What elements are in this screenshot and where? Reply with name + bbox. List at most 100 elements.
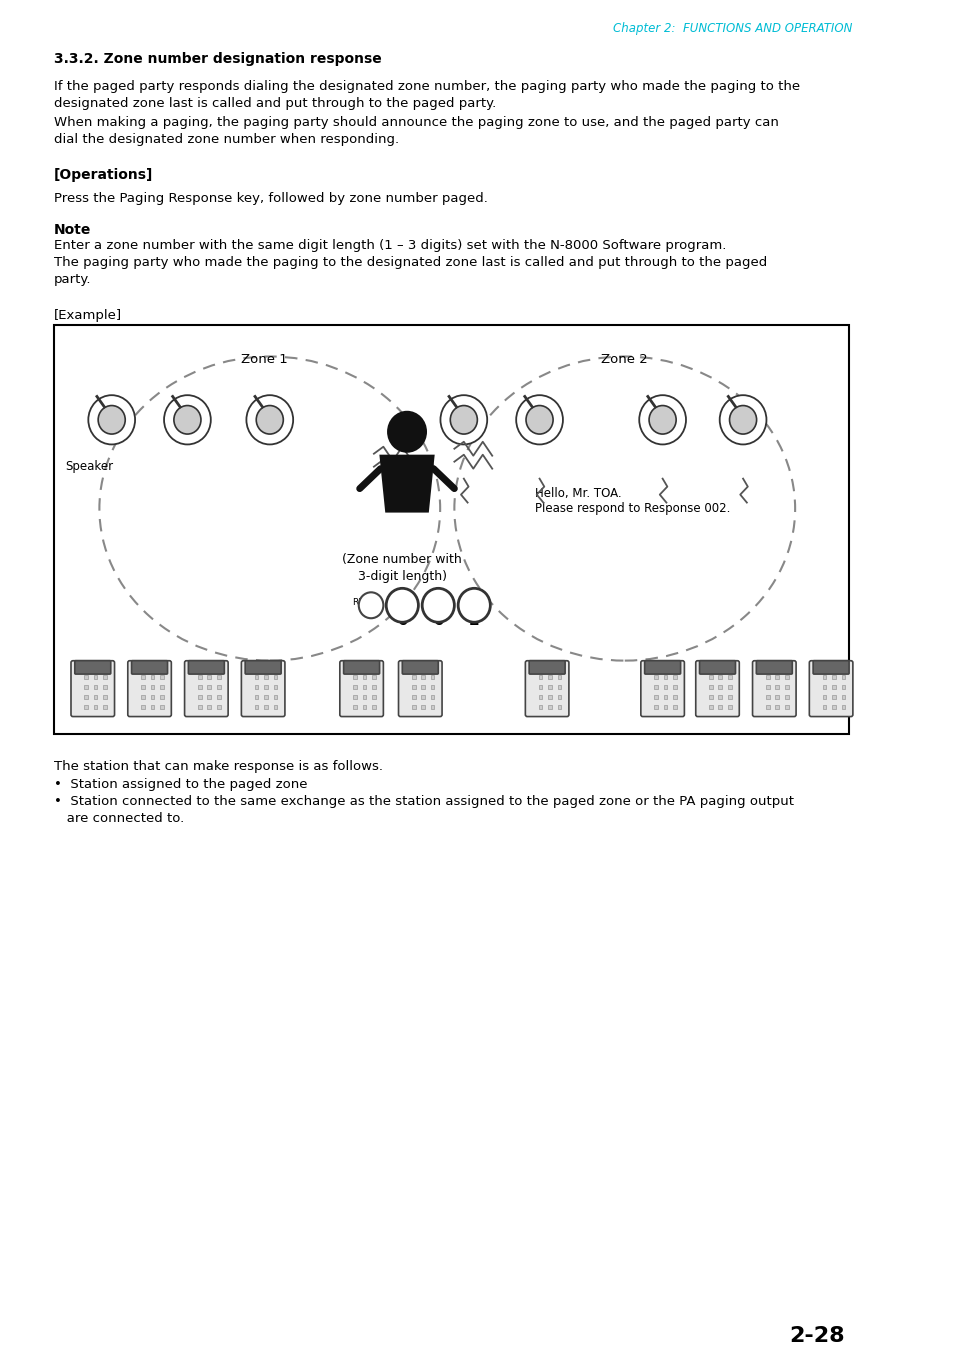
Bar	[718, 696, 721, 700]
Bar	[372, 705, 375, 709]
Bar	[727, 696, 731, 700]
Bar	[727, 676, 731, 680]
Circle shape	[516, 396, 562, 444]
Bar	[151, 696, 154, 700]
Bar	[103, 696, 107, 700]
Text: 3-digit length): 3-digit length)	[357, 570, 446, 584]
FancyBboxPatch shape	[752, 661, 795, 716]
Bar	[362, 685, 366, 689]
Circle shape	[358, 592, 383, 619]
Bar	[421, 696, 425, 700]
Text: Please respond to Response 002.: Please respond to Response 002.	[535, 501, 729, 515]
Bar	[207, 685, 211, 689]
Bar	[372, 685, 375, 689]
Bar	[821, 676, 825, 680]
Bar	[765, 696, 769, 700]
Bar	[141, 705, 145, 709]
Bar	[663, 705, 667, 709]
FancyBboxPatch shape	[343, 661, 379, 674]
FancyBboxPatch shape	[241, 661, 285, 716]
Bar	[197, 685, 201, 689]
Circle shape	[639, 396, 685, 444]
Bar	[151, 705, 154, 709]
Bar	[841, 696, 844, 700]
Circle shape	[164, 396, 211, 444]
Text: •  Station connected to the same exchange as the station assigned to the paged z: • Station connected to the same exchange…	[54, 794, 793, 808]
FancyBboxPatch shape	[695, 661, 739, 716]
Bar	[84, 685, 88, 689]
Text: are connected to.: are connected to.	[54, 812, 184, 824]
Bar	[103, 676, 107, 680]
Bar	[254, 705, 258, 709]
Bar	[353, 696, 356, 700]
Bar	[548, 705, 551, 709]
Bar	[254, 676, 258, 680]
Bar	[362, 696, 366, 700]
FancyBboxPatch shape	[398, 661, 441, 716]
Text: [Example]: [Example]	[54, 309, 122, 322]
Bar	[841, 685, 844, 689]
Bar	[207, 676, 211, 680]
Bar	[151, 685, 154, 689]
Bar	[207, 705, 211, 709]
Bar	[538, 696, 542, 700]
FancyBboxPatch shape	[529, 661, 564, 674]
FancyBboxPatch shape	[699, 661, 735, 674]
FancyBboxPatch shape	[128, 661, 172, 716]
Circle shape	[719, 396, 765, 444]
Bar	[274, 705, 277, 709]
Bar	[93, 705, 97, 709]
Bar	[421, 676, 425, 680]
Circle shape	[388, 412, 426, 451]
Bar	[84, 676, 88, 680]
Bar	[93, 676, 97, 680]
Bar	[708, 696, 712, 700]
Circle shape	[450, 405, 476, 434]
Bar	[654, 705, 658, 709]
Bar	[538, 676, 542, 680]
Circle shape	[89, 396, 135, 444]
Bar	[784, 696, 788, 700]
Bar	[421, 705, 425, 709]
Text: [Operations]: [Operations]	[54, 168, 153, 181]
Bar	[557, 705, 560, 709]
Bar	[93, 696, 97, 700]
Circle shape	[729, 405, 756, 434]
Bar	[264, 705, 268, 709]
Bar	[654, 685, 658, 689]
Bar	[538, 705, 542, 709]
Bar	[708, 685, 712, 689]
Text: If the paged party responds dialing the designated zone number, the paging party: If the paged party responds dialing the …	[54, 80, 800, 93]
Circle shape	[386, 588, 418, 623]
Bar	[362, 676, 366, 680]
Bar	[654, 676, 658, 680]
Bar	[54, 326, 848, 734]
Circle shape	[246, 396, 293, 444]
Bar	[160, 696, 164, 700]
Bar	[274, 685, 277, 689]
FancyBboxPatch shape	[812, 661, 848, 674]
Bar	[831, 705, 835, 709]
Bar	[784, 705, 788, 709]
Text: 0: 0	[396, 613, 407, 628]
Text: dial the designated zone number when responding.: dial the designated zone number when res…	[54, 132, 398, 146]
Bar	[103, 685, 107, 689]
Bar	[141, 696, 145, 700]
Text: Zone 2: Zone 2	[600, 353, 647, 366]
Bar	[672, 705, 676, 709]
Text: 2: 2	[468, 613, 479, 628]
Circle shape	[648, 405, 676, 434]
Bar	[207, 696, 211, 700]
Text: 2-28: 2-28	[789, 1327, 844, 1346]
Text: Note: Note	[54, 223, 91, 238]
FancyBboxPatch shape	[339, 661, 383, 716]
Text: The paging party who made the paging to the designated zone last is called and p: The paging party who made the paging to …	[54, 257, 766, 269]
Text: RESP: RESP	[352, 598, 375, 608]
Bar	[372, 696, 375, 700]
Bar	[216, 696, 220, 700]
Bar	[831, 696, 835, 700]
Circle shape	[98, 405, 125, 434]
Text: 0: 0	[433, 613, 443, 628]
Bar	[672, 676, 676, 680]
Bar	[151, 676, 154, 680]
